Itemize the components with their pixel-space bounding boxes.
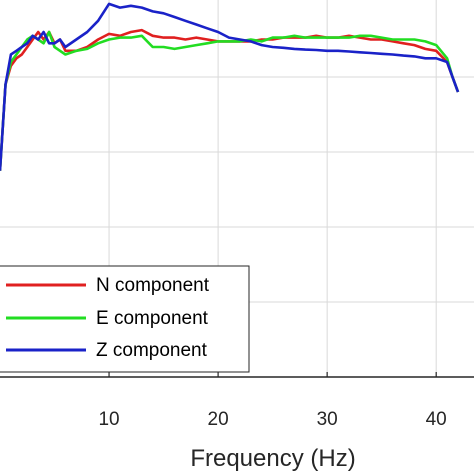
axes (0, 372, 474, 378)
legend-label: N component (96, 275, 210, 296)
legend-label: Z component (96, 340, 208, 361)
series-line-z (0, 2, 460, 171)
x-axis-title: Frequency (Hz) (190, 445, 355, 472)
series-line-n (0, 28, 460, 171)
x-tick-label: 10 (98, 409, 119, 430)
series-lines (0, 2, 460, 171)
series-line-e (0, 30, 460, 171)
legend: N component E component Z component (0, 265, 250, 373)
x-tick-label: 30 (317, 409, 338, 430)
x-tick-labels: 10 20 30 40 (98, 409, 446, 430)
x-tick-label: 20 (208, 409, 229, 430)
legend-label: E component (96, 308, 209, 329)
x-tick-label: 40 (426, 409, 447, 430)
